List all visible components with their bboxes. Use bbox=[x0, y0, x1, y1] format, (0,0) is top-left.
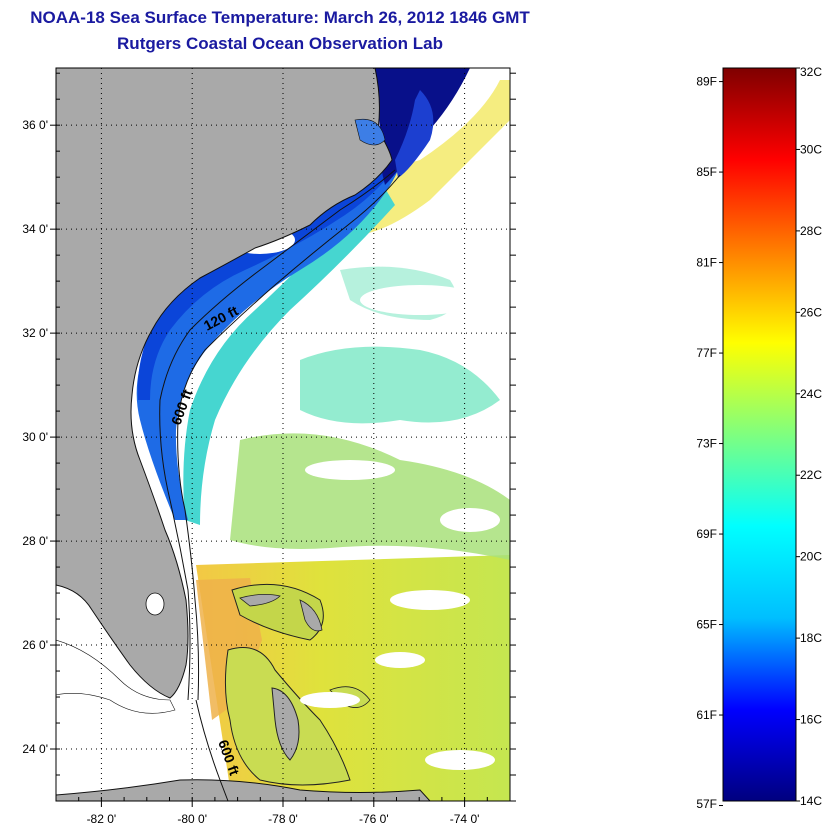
grand-bahama-island bbox=[239, 594, 281, 607]
andros-island bbox=[271, 687, 300, 761]
contour-120ft bbox=[159, 169, 396, 701]
pamlico-sound bbox=[354, 118, 386, 146]
lon-tick-label: -80 0' bbox=[177, 812, 207, 826]
colorbar-label-c: 30C bbox=[800, 142, 822, 156]
map-subtitle: Rutgers Coastal Ocean Observation Lab bbox=[117, 34, 443, 53]
abaco-island bbox=[299, 599, 323, 632]
lon-tick-label: -82 0' bbox=[87, 812, 117, 826]
contour-600ft bbox=[177, 174, 401, 701]
map-area bbox=[56, 68, 510, 801]
lon-tick-label: -76 0' bbox=[359, 812, 389, 826]
cuba-coast bbox=[56, 779, 431, 801]
lat-tick-label: 30 0' bbox=[22, 430, 48, 444]
colorbar-label-c: 16C bbox=[800, 713, 822, 727]
lat-tick-label: 26 0' bbox=[22, 638, 48, 652]
lat-tick-label: 34 0' bbox=[22, 222, 48, 236]
colorbar-label-f: 89F bbox=[696, 75, 717, 89]
colorbar-label-f: 61F bbox=[696, 708, 717, 722]
colorbar-celsius-labels: 32C 30C 28C 26C 24C 22C 20C 18C 16C 14C bbox=[796, 65, 822, 808]
map-axes: -82 0' -80 0' -78 0' -76 0' -74 0' 36 0' 34 0'… bbox=[22, 72, 516, 826]
contour-600ft-south bbox=[195, 699, 229, 801]
colorbar-label-c: 28C bbox=[800, 224, 822, 238]
sst-nearshore-cold-band bbox=[137, 160, 398, 400]
colorbar-label-f: 85F bbox=[696, 165, 717, 179]
lon-tick-label: -78 0' bbox=[268, 812, 298, 826]
sst-hatteras-mid-blue bbox=[395, 90, 434, 178]
colorbar-label-c: 22C bbox=[800, 468, 822, 482]
lake-okeechobee bbox=[145, 592, 165, 616]
colorbar-label-c: 18C bbox=[800, 631, 822, 645]
colorbar-label-f: 77F bbox=[696, 346, 717, 360]
sst-cold-shelf-water bbox=[136, 160, 400, 520]
colorbar-label-c: 26C bbox=[800, 305, 822, 319]
sst-outer-shelf-cyan bbox=[183, 180, 395, 525]
sst-central-green-field bbox=[230, 433, 510, 560]
sst-central-cyan-patch bbox=[300, 346, 500, 424]
colorbar-label-f: 81F bbox=[696, 256, 717, 270]
colorbar-label-c: 32C bbox=[800, 65, 822, 79]
colorbar bbox=[722, 67, 797, 802]
colorbar-label-c: 24C bbox=[800, 387, 822, 401]
everglades-region bbox=[56, 639, 176, 714]
us-landmass bbox=[56, 68, 393, 699]
colorbar-label-c: 20C bbox=[800, 550, 822, 564]
lat-tick-label: 36 0' bbox=[22, 118, 48, 132]
colorbar-fahrenheit-labels: 89F 85F 81F 77F 73F 69F 65F 61F 57F bbox=[696, 75, 723, 811]
colorbar-label-c: 14C bbox=[800, 794, 822, 808]
colorbar-label-f: 65F bbox=[696, 618, 717, 632]
lat-tick-label: 32 0' bbox=[22, 326, 48, 340]
colorbar-label-f: 69F bbox=[696, 527, 717, 541]
colorbar-label-f: 73F bbox=[696, 437, 717, 451]
colorbar-label-f: 57F bbox=[696, 797, 717, 811]
map-title: NOAA-18 Sea Surface Temperature: March 2… bbox=[30, 8, 530, 27]
lat-tick-label: 28 0' bbox=[22, 534, 48, 548]
lon-tick-label: -74 0' bbox=[450, 812, 480, 826]
lat-tick-label: 24 0' bbox=[22, 742, 48, 756]
graticule bbox=[56, 68, 510, 801]
